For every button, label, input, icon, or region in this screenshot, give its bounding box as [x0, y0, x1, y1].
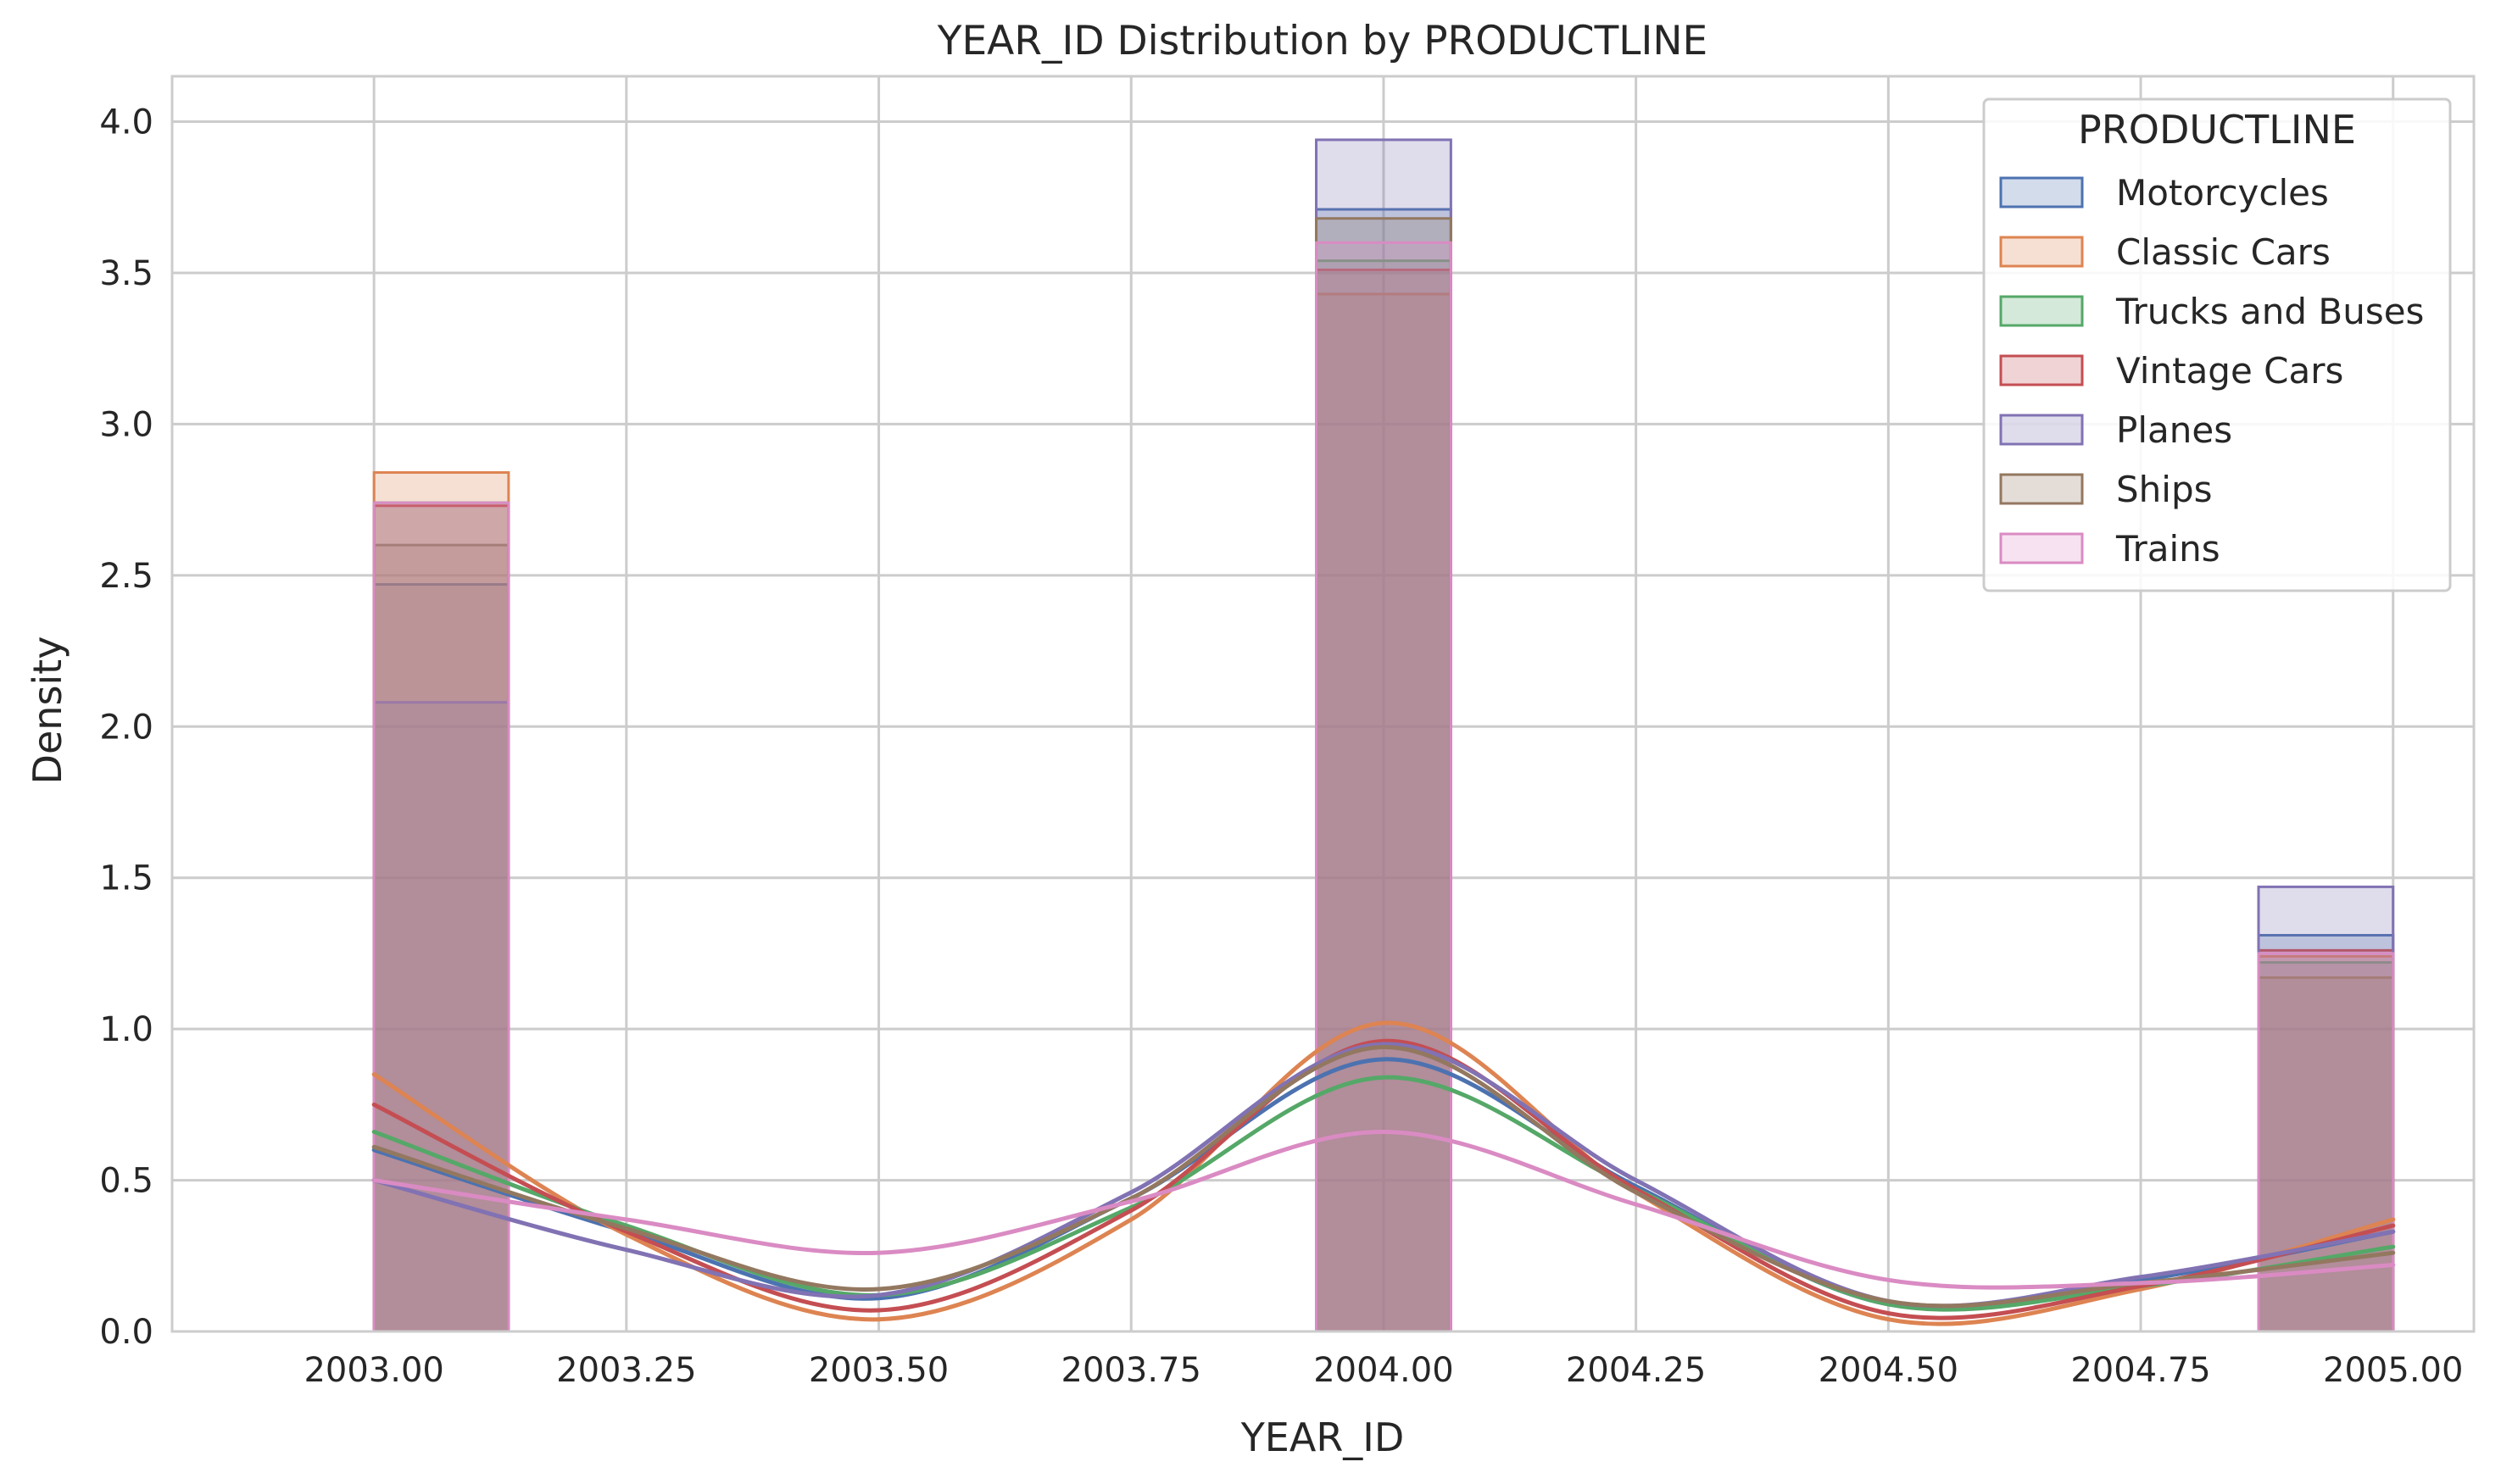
x-tick-label: 2003.00 — [304, 1351, 443, 1390]
legend-label: Vintage Cars — [2116, 350, 2343, 392]
kde-line-5 — [371, 1045, 2396, 1309]
histogram-bar — [1315, 217, 1452, 1333]
x-tick-label: 2003.75 — [1061, 1351, 1201, 1390]
x-tick-label: 2004.25 — [1566, 1351, 1706, 1390]
legend-swatch — [1999, 176, 2084, 208]
legend-label: Motorcycles — [2116, 172, 2329, 214]
kde-line-1 — [371, 1020, 2396, 1326]
legend-item-1: Classic Cars — [1999, 231, 2331, 273]
legend-label: Ships — [2116, 469, 2213, 510]
y-tick-label: 3.0 — [99, 405, 153, 444]
kde-line-6 — [371, 1129, 2396, 1290]
legend-item-3: Vintage Cars — [1999, 350, 2343, 392]
x-tick-label: 2005.00 — [2323, 1351, 2463, 1390]
plot-frame — [170, 75, 2476, 1333]
legend-label: Planes — [2116, 409, 2232, 451]
histogram-bar — [1315, 241, 1452, 1333]
legend-title: PRODUCTLINE — [2078, 107, 2356, 153]
histogram-bar — [372, 504, 510, 1333]
legend-item-0: Motorcycles — [1999, 172, 2329, 214]
histogram-bar — [1315, 208, 1452, 1333]
y-tick-label: 1.5 — [99, 859, 153, 898]
legend-label: Trains — [2115, 528, 2220, 570]
histogram-bar — [372, 501, 510, 1333]
legend-item-4: Planes — [1999, 409, 2232, 451]
y-tick-label: 4.0 — [99, 103, 153, 142]
y-tick-label: 0.5 — [99, 1162, 153, 1201]
chart-title: YEAR_ID Distribution by PRODUCTLINE — [937, 18, 1707, 64]
x-tick-label: 2003.50 — [809, 1351, 949, 1390]
legend-label: Trucks and Buses — [2115, 291, 2424, 332]
y-tick-label: 3.5 — [99, 254, 153, 293]
legend-swatch — [1999, 532, 2084, 564]
x-tick-label: 2004.50 — [1819, 1351, 1958, 1390]
y-tick-label: 2.5 — [99, 557, 153, 596]
histogram-bar — [372, 701, 510, 1333]
legend-item-6: Trains — [1999, 528, 2220, 570]
y-tick-label: 0.0 — [99, 1313, 153, 1352]
x-tick-label: 2004.00 — [1313, 1351, 1453, 1390]
x-axis-ticks: 2003.00 2003.25 2003.50 2003.75 2004.00 2004.… — [304, 1351, 2463, 1390]
y-tick-label: 2.0 — [99, 708, 153, 747]
x-tick-label: 2004.75 — [2070, 1351, 2210, 1390]
histogram-bar — [372, 583, 510, 1333]
kde-curves — [371, 1020, 2396, 1326]
legend-swatch — [1999, 473, 2084, 505]
x-axis-label: YEAR_ID — [1240, 1415, 1405, 1460]
legend-item-2: Trucks and Buses — [1999, 291, 2424, 332]
histogram-bar — [1315, 259, 1452, 1333]
legend-item-5: Ships — [1999, 469, 2213, 510]
kde-line-3 — [371, 1038, 2396, 1320]
y-axis-ticks: 0.0 0.5 1.0 1.5 2.0 2.5 3.0 3.5 4.0 — [99, 103, 153, 1352]
y-tick-label: 1.0 — [99, 1010, 153, 1049]
series-bars-5 — [372, 217, 2395, 1333]
legend-label: Classic Cars — [2116, 231, 2331, 273]
legend-swatch — [1999, 354, 2084, 386]
legend-box — [1982, 97, 2452, 592]
histogram-bar — [1315, 268, 1452, 1333]
y-axis-label: Density — [25, 636, 70, 785]
legend-swatch — [1999, 236, 2084, 268]
histogram-bar — [372, 501, 510, 1333]
kde-line-4 — [371, 1042, 2396, 1309]
legend-swatch — [1999, 414, 2084, 446]
series-bars-6 — [372, 241, 2395, 1333]
legend-swatch — [1999, 295, 2084, 327]
legend: PRODUCTLINE Motorcycles Classic Cars Truck… — [1982, 97, 2452, 592]
x-tick-label: 2003.25 — [556, 1351, 696, 1390]
